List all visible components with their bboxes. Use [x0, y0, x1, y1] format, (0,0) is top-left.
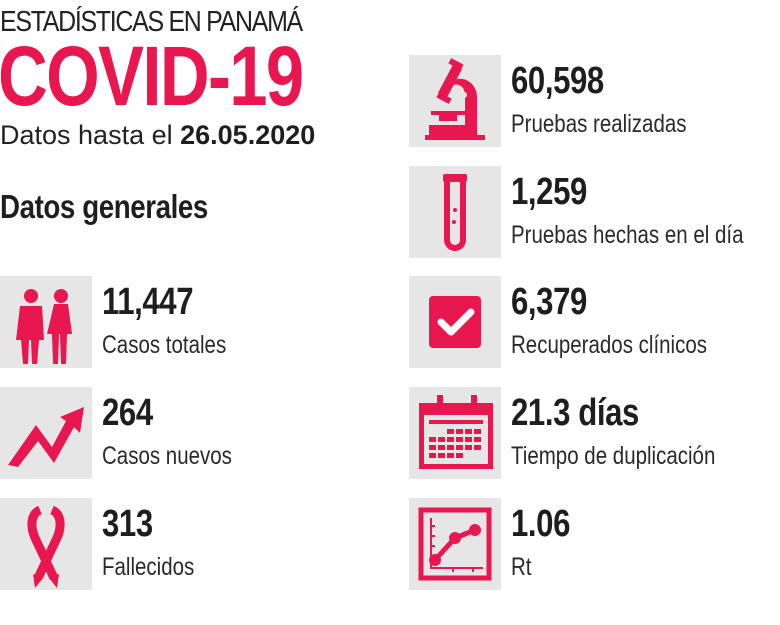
stat-label: Fallecidos — [102, 553, 195, 581]
trend-up-arrow-icon — [0, 387, 92, 479]
stat-label: Pruebas hechas en el día — [511, 221, 744, 249]
stat-value: 1,259 — [511, 171, 587, 213]
stat-value: 313 — [102, 503, 153, 545]
stat-label: Tiempo de duplicación — [511, 442, 716, 470]
kicker: ESTADÍSTICAS EN PANAMÁ — [0, 6, 303, 38]
stat-label: Recuperados clínicos — [511, 331, 707, 359]
date-line: Datos hasta el 26.05.2020 — [0, 120, 315, 151]
section-title: Datos generales — [0, 188, 208, 225]
stat-label: Pruebas realizadas — [511, 110, 687, 138]
stat-value: 60,598 — [511, 60, 604, 102]
page-title: COVID-19 — [0, 29, 304, 123]
stat-value: 21.3 días — [511, 392, 639, 434]
ribbon-icon — [0, 498, 92, 590]
stat-value: 1.06 — [511, 503, 571, 545]
stat-value: 6,379 — [511, 281, 587, 323]
test-tube-icon — [409, 166, 501, 258]
date-value: 26.05.2020 — [180, 120, 316, 150]
stat-label: Rt — [511, 553, 532, 581]
stat-label: Casos totales — [102, 331, 227, 359]
microscope-icon — [409, 55, 501, 147]
stat-label: Casos nuevos — [102, 442, 232, 470]
stat-value: 11,447 — [102, 281, 194, 323]
calendar-icon — [409, 387, 501, 479]
stat-value: 264 — [102, 392, 153, 434]
date-prefix: Datos hasta el — [0, 120, 173, 150]
checkbox-icon — [409, 276, 501, 368]
line-chart-icon — [409, 498, 501, 590]
people-icon — [0, 276, 92, 368]
